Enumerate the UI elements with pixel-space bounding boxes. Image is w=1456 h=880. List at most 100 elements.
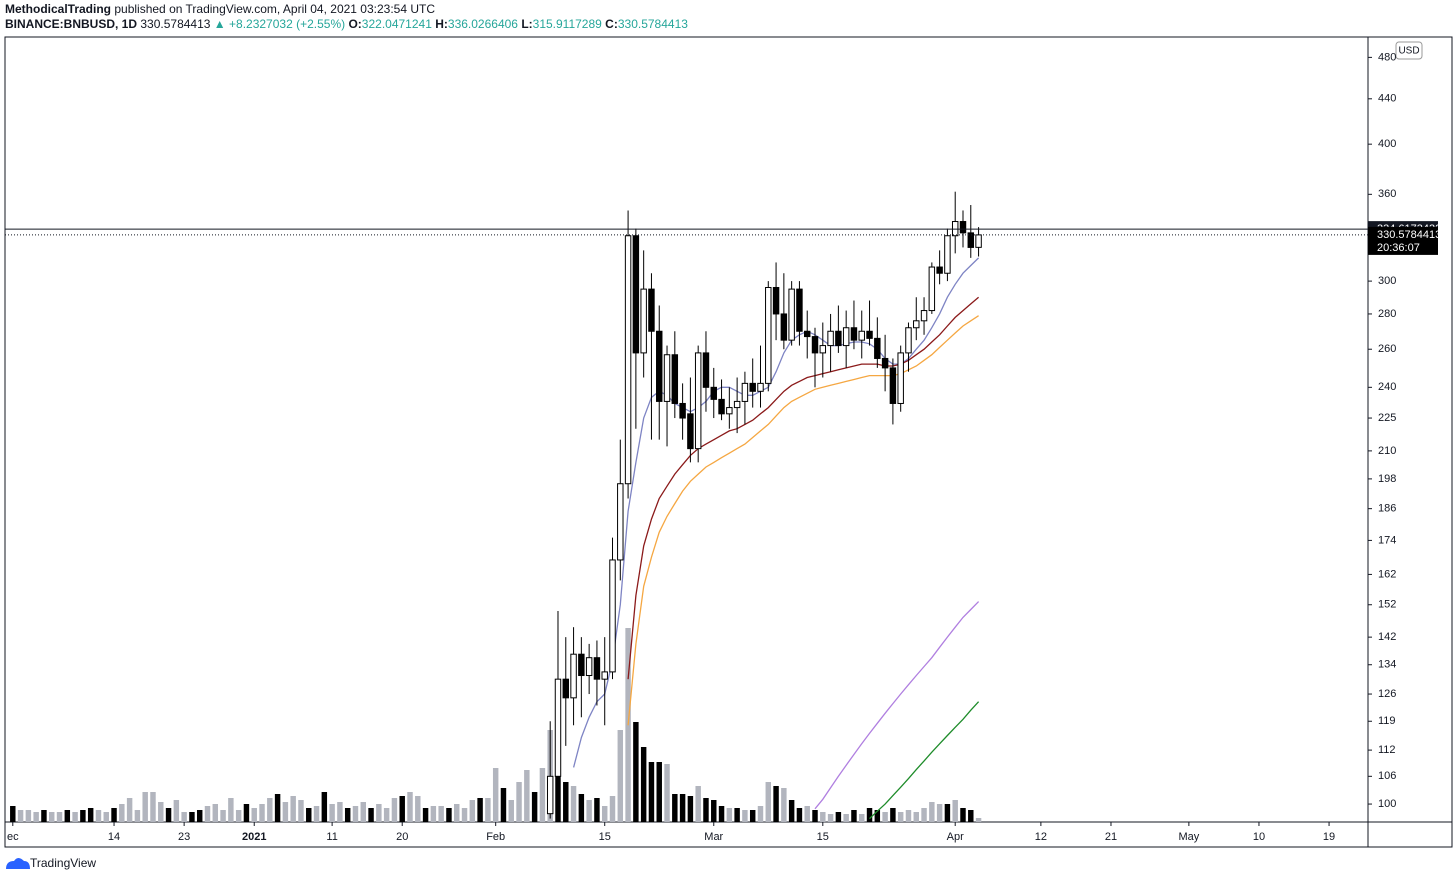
volume-bar (570, 786, 577, 822)
volume-bar (150, 792, 156, 822)
x-tick-label: 2021 (242, 831, 266, 843)
volume-bar (843, 814, 849, 822)
candle-body (741, 382, 749, 402)
volume-bar (454, 804, 460, 822)
candle-body (889, 367, 897, 404)
volume-bar (95, 810, 102, 822)
candle-body (975, 234, 982, 248)
volume-bar (251, 808, 257, 822)
volume-bar (329, 804, 335, 822)
frame (4, 36, 1453, 848)
symbol-line: BINANCE:BNBUSD, 1D 330.5784413 ▲ +8.2327… (5, 17, 688, 31)
currency-button[interactable] (1395, 41, 1423, 60)
volume-bar (267, 798, 273, 822)
volume-bar (804, 806, 810, 822)
logo: TradingView (6, 856, 96, 870)
y-tick-label: 198 (1378, 473, 1396, 485)
candle-body (640, 288, 647, 354)
volume-bar (609, 796, 616, 822)
candle-body (866, 330, 873, 339)
y-tick-label: 260 (1378, 343, 1396, 355)
candle-body (811, 336, 819, 354)
candle-body (835, 330, 842, 347)
volume-bar (890, 808, 896, 822)
volume-bar (282, 802, 289, 822)
y-tick-label: 152 (1378, 599, 1396, 611)
volume-bar (368, 808, 374, 822)
volume-bar (103, 812, 109, 822)
x-tick-label: 10 (1253, 831, 1265, 843)
volume-bar (726, 808, 733, 822)
volume-bar (485, 798, 491, 822)
symbol: BINANCE:BNBUSD, 1D (5, 17, 138, 31)
volume-bar (555, 770, 561, 822)
moving-average-line (627, 315, 979, 726)
candle-body (663, 354, 671, 402)
volume-bar (866, 808, 873, 822)
volume-bar (235, 810, 242, 822)
candle-body (803, 330, 811, 338)
candle-body (578, 653, 585, 677)
volume-bar (383, 808, 390, 822)
volume-bar (820, 812, 826, 822)
candle-body (827, 330, 834, 347)
candle-body (749, 382, 756, 392)
candle-body (819, 345, 827, 354)
candle-body (726, 407, 733, 415)
volume-bar (539, 768, 546, 822)
volume-bar (446, 808, 452, 822)
candle-body (570, 653, 577, 699)
low-value: 315.9117289 (532, 17, 602, 31)
x-tick-label: 19 (1323, 831, 1335, 843)
volume-bar (921, 808, 927, 822)
y-tick-label: 400 (1378, 138, 1396, 150)
currency-label: USD (1398, 46, 1419, 57)
volume-bar (422, 808, 429, 822)
volume-bar (220, 810, 226, 822)
volume-bar (33, 812, 39, 822)
x-tick-label: May (1178, 831, 1199, 843)
volume-bar (734, 808, 740, 822)
volume-bar (461, 808, 468, 822)
volume-bar (10, 806, 16, 822)
volume-bar (228, 798, 234, 822)
candle-body (554, 678, 562, 777)
y-tick-label: 100 (1378, 798, 1396, 810)
volume-bar (415, 796, 421, 822)
candle-body (788, 288, 795, 341)
countdown: 20:36:07 (1377, 242, 1420, 254)
y-tick-label: 186 (1378, 503, 1396, 515)
y-tick-label: 126 (1378, 688, 1396, 700)
x-tick-label: ec (7, 831, 19, 843)
y-tick-label: 134 (1378, 659, 1396, 671)
y-tick-label: 360 (1378, 188, 1396, 200)
change-arrow: ▲ (213, 17, 226, 31)
volume-bar (80, 810, 86, 822)
candle-body (632, 235, 640, 354)
candle-body (757, 382, 764, 392)
y-tick-label: 162 (1378, 568, 1396, 580)
x-tick-label: 14 (108, 831, 120, 843)
volume-bar (835, 812, 842, 822)
volume-bar (119, 804, 125, 822)
volume-bar (695, 786, 701, 822)
candle-body (858, 330, 865, 341)
volume-bar (17, 810, 24, 822)
header-line: MethodicalTrading published on TradingVi… (5, 2, 435, 16)
candle-body (796, 288, 803, 332)
candle-body (593, 657, 601, 680)
candle-body (850, 327, 858, 341)
volume-bar (664, 764, 670, 822)
x-tick-label: Mar (704, 831, 723, 843)
candle-body (601, 671, 608, 680)
volume-bar (749, 810, 756, 822)
candle-body (694, 352, 702, 450)
volume-bar (376, 804, 382, 822)
volume-bar (407, 792, 413, 822)
volume-bar (765, 782, 772, 822)
y-tick-label: 106 (1378, 770, 1396, 782)
volume-bar (703, 798, 709, 822)
x-tick-label: Apr (947, 831, 964, 843)
candle-body (772, 286, 780, 315)
